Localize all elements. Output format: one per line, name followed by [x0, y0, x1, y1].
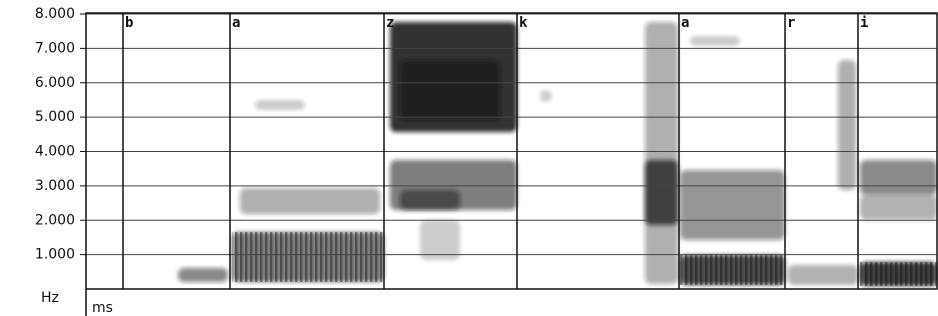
y-axis-unit: Hz	[41, 290, 59, 306]
y-tick-label: 5.000	[35, 109, 75, 125]
x-axis-unit: ms	[92, 300, 113, 316]
y-tick-label: 7.000	[35, 40, 75, 56]
y-tick-label: 6.000	[35, 75, 75, 91]
segment-label: b	[125, 15, 133, 31]
y-tick-label: 1.000	[35, 247, 75, 263]
y-tick-label: 4.000	[35, 144, 75, 160]
energy-smudge	[178, 268, 228, 282]
energy-smudge	[788, 265, 858, 285]
energy-smudge	[860, 195, 937, 220]
energy-smudge	[690, 36, 740, 46]
energy-smudge	[540, 90, 552, 102]
segment-label: k	[519, 15, 528, 31]
segment-label: r	[787, 15, 795, 31]
energy-smudge	[645, 160, 678, 225]
y-tick-label: 8.000	[35, 6, 75, 22]
energy-smudge	[400, 190, 460, 210]
energy-smudge	[680, 170, 785, 240]
segment-label: i	[860, 15, 868, 31]
y-tick-label: 3.000	[35, 178, 75, 194]
energy-smudge	[400, 60, 500, 120]
energy-smudge	[860, 160, 937, 195]
segment-label: a	[232, 15, 240, 31]
voicing-striation	[860, 262, 937, 286]
energy-smudge	[255, 100, 305, 110]
energy-smudge	[240, 188, 380, 214]
energy-smudge	[645, 22, 678, 284]
energy-smudge	[838, 60, 856, 190]
spectrogram-window: Hz ms 1.000 2.000 3.000 4.000 5.000 6.000 7.00…	[0, 0, 938, 316]
segment-label: z	[386, 15, 394, 31]
y-tick-label: 2.000	[35, 212, 75, 228]
segment-label: a	[681, 15, 689, 31]
voicing-striation	[680, 255, 785, 285]
voicing-striation	[232, 232, 384, 282]
energy-smudge	[420, 220, 460, 260]
